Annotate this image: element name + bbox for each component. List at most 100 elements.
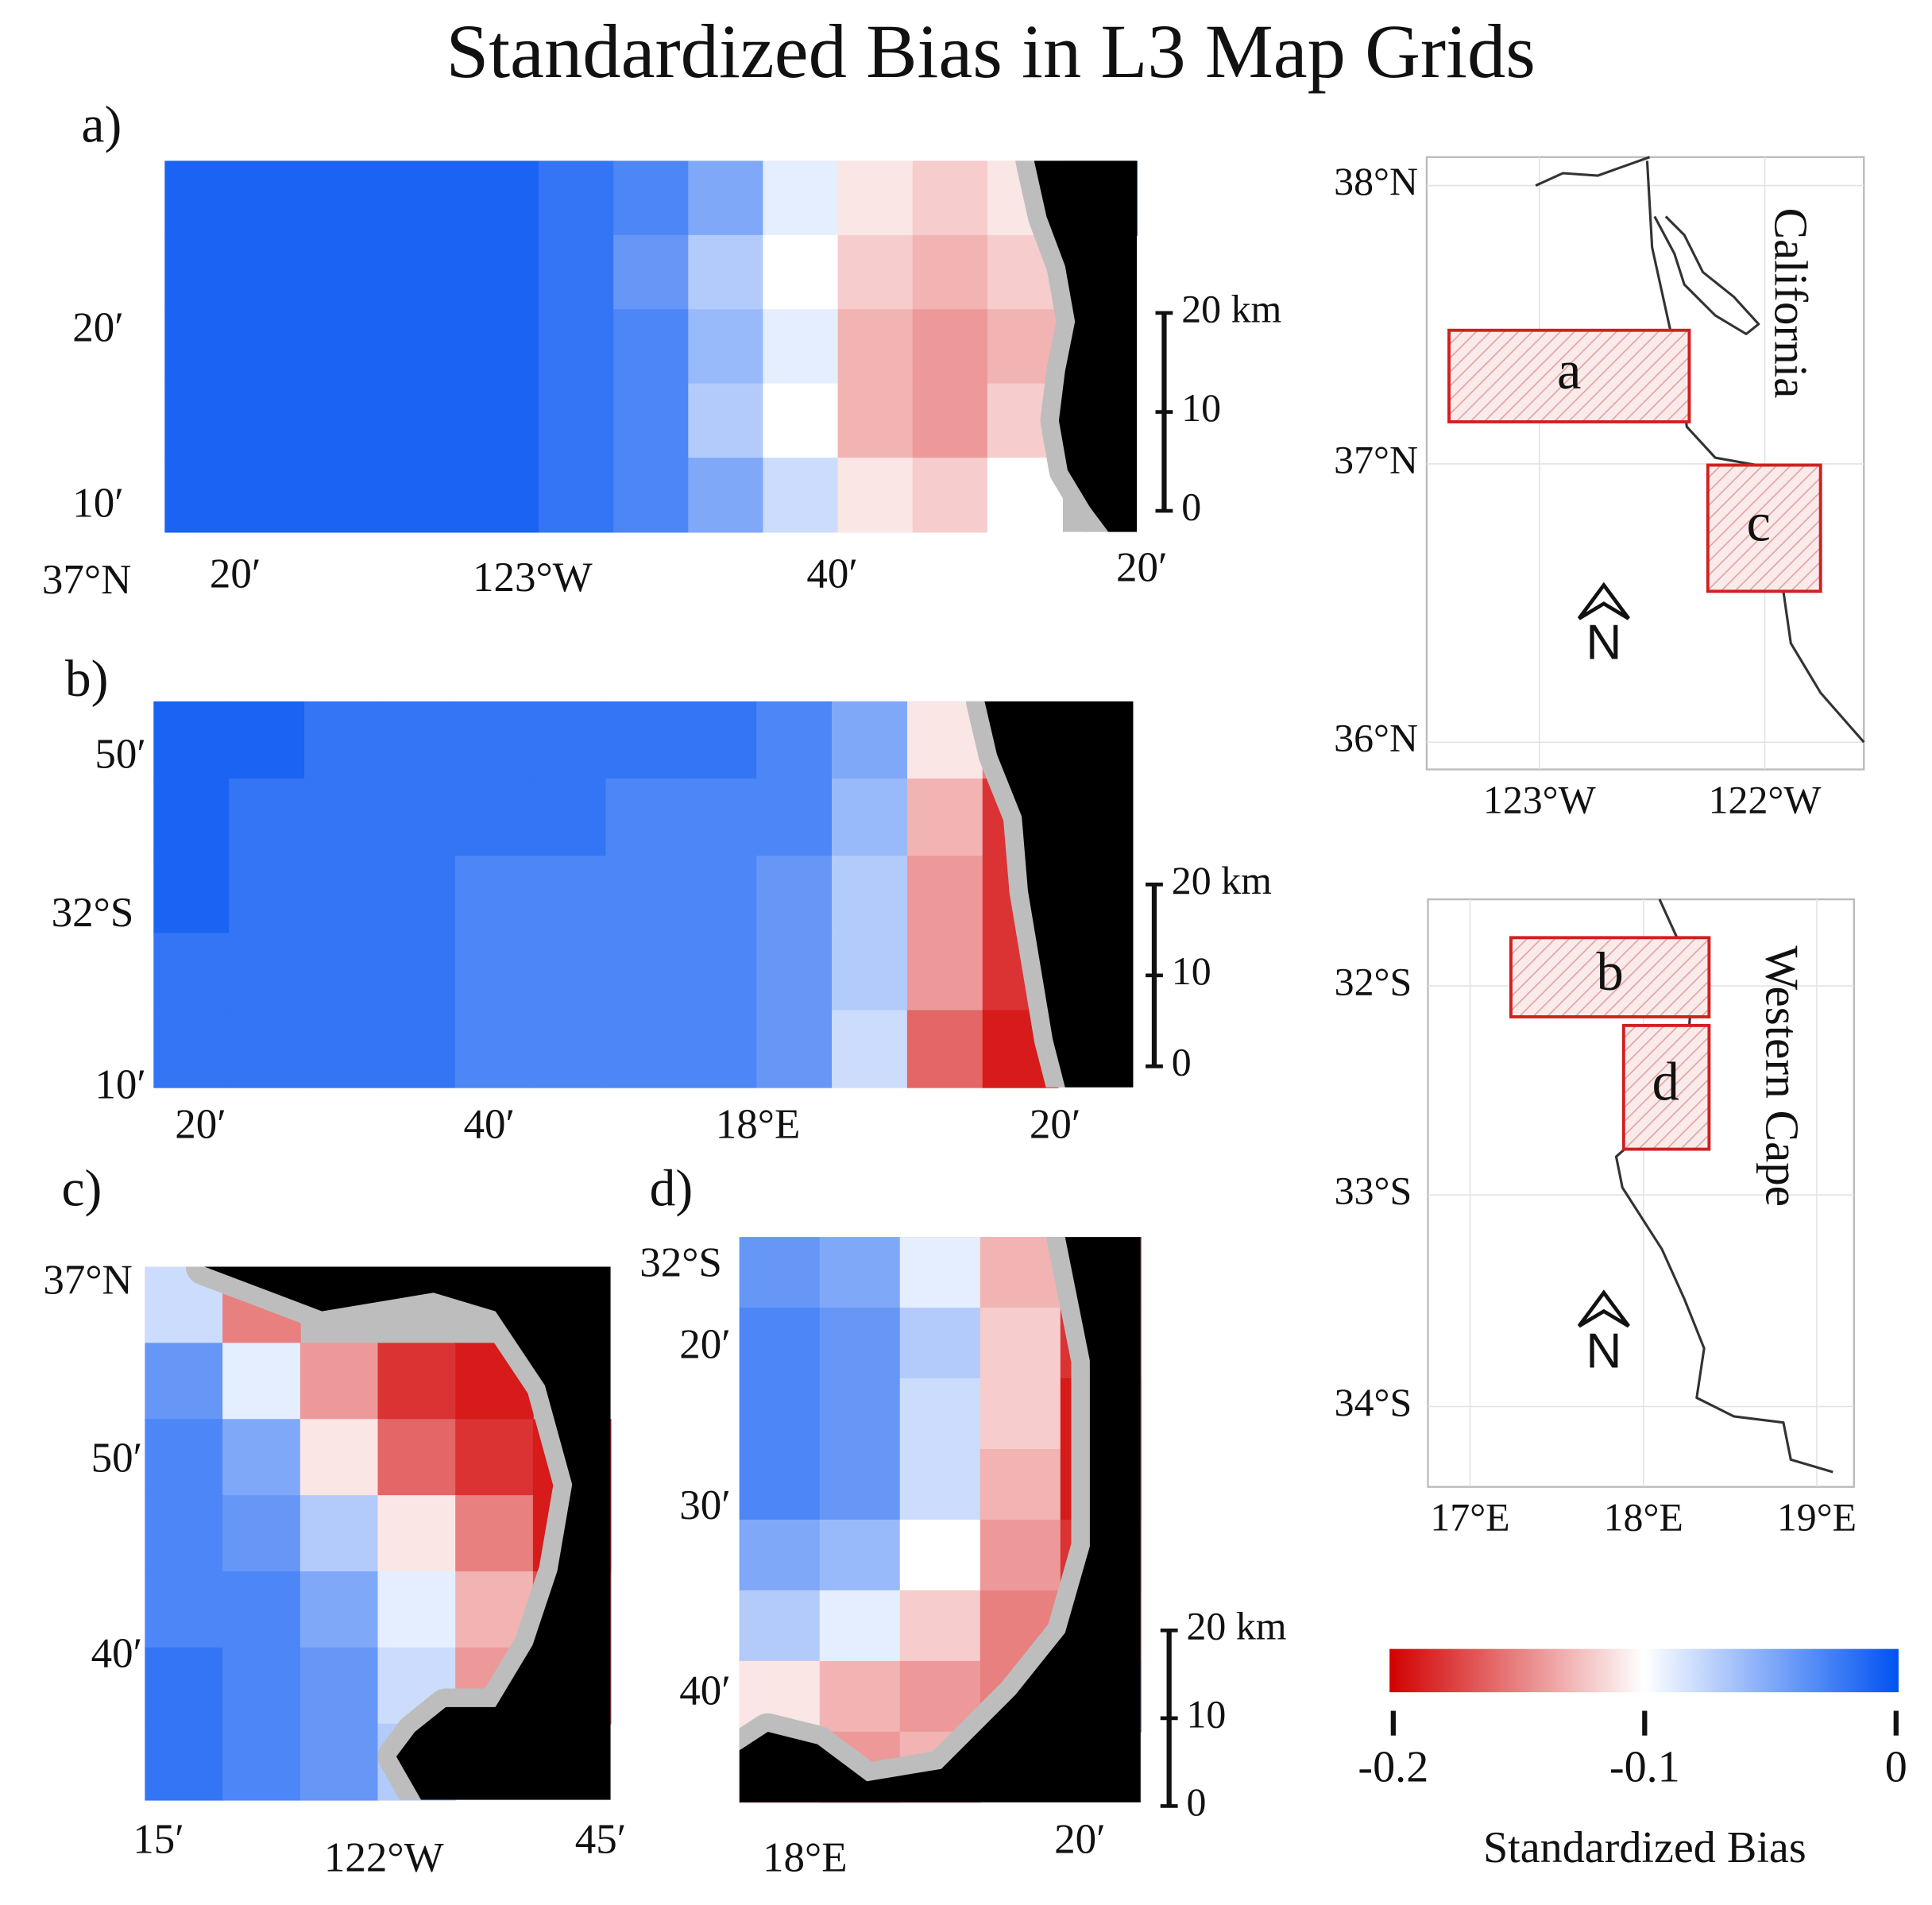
- grid-cell: [299, 1495, 379, 1572]
- grid-cell: [837, 458, 914, 533]
- grid-cell: [299, 1723, 379, 1801]
- grid-cell: [681, 1010, 758, 1088]
- label: 123°W: [473, 554, 593, 601]
- label: -0.1: [1609, 1743, 1680, 1792]
- grid-cell: [605, 933, 682, 1011]
- label: 34°S: [1335, 1381, 1412, 1424]
- grid-cell: [455, 1495, 534, 1572]
- grid-cell: [763, 234, 839, 311]
- grid-cell: [379, 933, 456, 1011]
- label: 50′: [95, 732, 146, 778]
- grid-cell: [912, 458, 988, 533]
- label: -0.2: [1358, 1743, 1428, 1792]
- grid-cell: [980, 1308, 1061, 1379]
- label: 19°E: [1777, 1496, 1857, 1540]
- label: California: [1764, 208, 1817, 399]
- grid-cell: [688, 234, 764, 311]
- grid-cell: [899, 1590, 981, 1662]
- grid-cell: [304, 1010, 381, 1088]
- grid-cell: [688, 458, 764, 533]
- region-box: [1509, 936, 1711, 1018]
- label: 37°N: [43, 1257, 132, 1303]
- grid-cell: [304, 933, 381, 1011]
- label: 20 km: [1186, 1605, 1286, 1648]
- label: 30′: [679, 1482, 731, 1528]
- region-box: [1706, 463, 1822, 593]
- grid-cell: [304, 856, 381, 934]
- grid-cell: [739, 1378, 821, 1450]
- grid-cell: [906, 856, 983, 934]
- grid-cell: [239, 309, 315, 384]
- grid-cell: [164, 234, 241, 311]
- grid-cell: [819, 1308, 901, 1379]
- grid-cell: [832, 856, 908, 934]
- grid-cell: [388, 309, 465, 384]
- grid-cell: [739, 1590, 821, 1662]
- label: 40′: [463, 1101, 515, 1147]
- region-box: [1447, 328, 1691, 423]
- label: 10′: [72, 481, 124, 527]
- label: 50′: [91, 1436, 143, 1482]
- grid-cell: [605, 1010, 682, 1088]
- grid-cell: [299, 1419, 379, 1497]
- label: 17°E: [1430, 1496, 1509, 1540]
- label: 45′: [575, 1816, 627, 1862]
- grid-cell: [819, 1378, 901, 1450]
- grid-cell: [222, 1343, 301, 1420]
- grid-cell: [164, 458, 241, 533]
- grid-cell: [239, 160, 315, 236]
- grid-cell: [153, 701, 230, 779]
- heatmaps: [145, 160, 1142, 1803]
- label: Western Cape: [1756, 945, 1809, 1207]
- label: Standardized Bias: [1483, 1823, 1806, 1872]
- grid-cell: [763, 458, 839, 533]
- grid-cell: [832, 779, 908, 857]
- grid-cell: [906, 779, 983, 857]
- region-box: [1621, 1023, 1711, 1151]
- label: c: [1747, 493, 1771, 553]
- grid-cell: [539, 234, 615, 311]
- grid-cell: [304, 779, 381, 857]
- grid-cell: [605, 856, 682, 934]
- grid-cell: [912, 383, 988, 459]
- grid-cell: [145, 1647, 224, 1725]
- grid-cell: [164, 160, 241, 236]
- grid-cell: [530, 933, 607, 1011]
- grid-cell: [539, 160, 615, 236]
- label: 10′: [95, 1061, 146, 1107]
- grid-cell: [153, 933, 230, 1011]
- label: 33°S: [1335, 1169, 1412, 1213]
- grid-cell: [681, 933, 758, 1011]
- land-d: [739, 1237, 1141, 1803]
- grid-cell: [299, 1647, 379, 1725]
- grid-cell: [463, 160, 539, 236]
- grid-cell: [379, 856, 456, 934]
- grid-cell: [388, 160, 465, 236]
- label: 20′: [72, 304, 124, 350]
- land-c: [185, 1266, 611, 1800]
- grid-cell: [605, 701, 682, 779]
- grid-cell: [980, 1519, 1061, 1591]
- label: 123°W: [1483, 779, 1596, 822]
- grid-cell: [899, 1378, 981, 1450]
- grid-cell: [688, 309, 764, 384]
- inset-map-western-cape: [1427, 898, 1855, 1488]
- grid-cell: [906, 1010, 983, 1088]
- grid-cell: [530, 701, 607, 779]
- grid-cell: [837, 234, 914, 311]
- label: 20 km: [1181, 287, 1281, 330]
- grid-cell: [613, 383, 690, 459]
- label: b): [65, 651, 109, 708]
- grid-cell: [153, 1010, 230, 1088]
- grid-cell: [388, 458, 465, 533]
- grid-cell: [455, 1419, 534, 1497]
- grid-cell: [222, 1495, 301, 1572]
- label: 37°N: [1334, 438, 1418, 481]
- grid-cell: [463, 309, 539, 384]
- grid-cell: [763, 383, 839, 459]
- grid-cell: [145, 1419, 224, 1497]
- label: 0: [1186, 1780, 1206, 1824]
- grid-cell: [299, 1571, 379, 1648]
